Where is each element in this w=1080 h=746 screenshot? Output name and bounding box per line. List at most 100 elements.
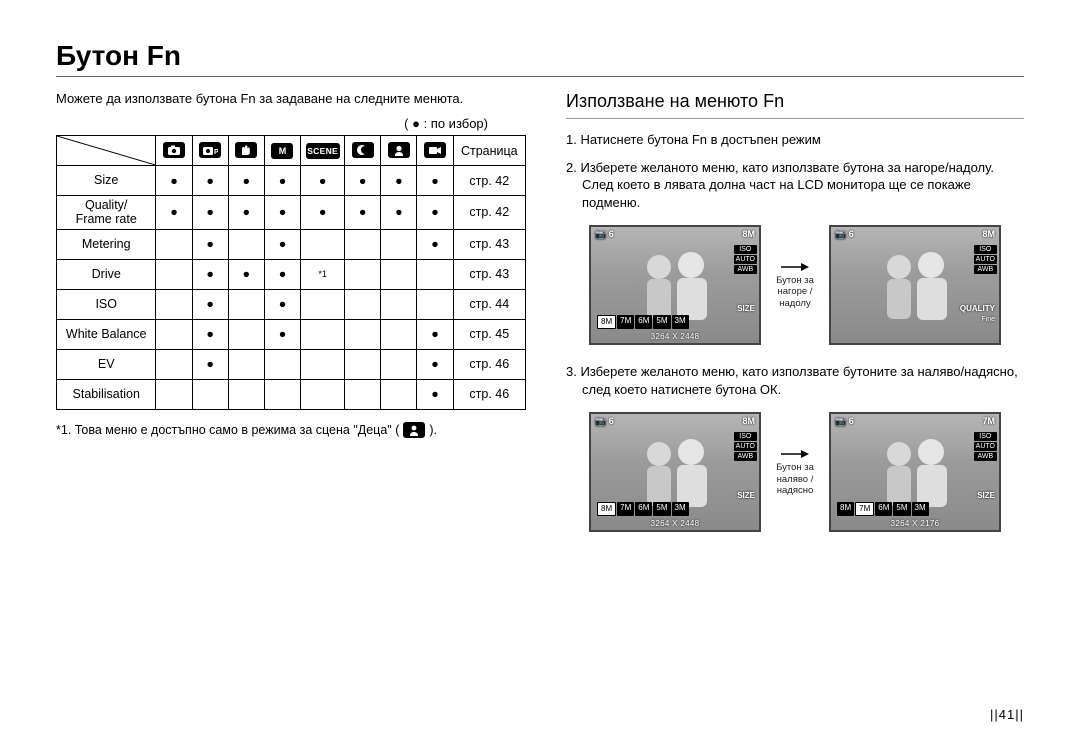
cell (301, 379, 345, 409)
arrow-2: Бутон за наляво / надясно (769, 448, 821, 496)
strip-badge: 8M (597, 315, 616, 329)
cell (417, 289, 453, 319)
resolution-label: 3264 X 2176 (831, 519, 999, 528)
cell: ● (264, 166, 300, 196)
row-label: Stabilisation (57, 379, 156, 409)
strip-badge: 6M (635, 315, 652, 329)
right-badges: ISOAUTOAWB (734, 245, 757, 274)
cell (264, 379, 300, 409)
cell: ● (264, 229, 300, 259)
cell: ● (156, 166, 192, 196)
page-ref: стр. 45 (453, 319, 525, 349)
page-ref: стр. 43 (453, 229, 525, 259)
size-strip: 8M7M6M5M3M (597, 315, 689, 329)
lcd-screen-2a: 📷 68M SIZE ISOAUTOAWB 8M7M6M5M3M 3264 X … (589, 412, 761, 532)
right-column: Използване на менюто Fn Натиснете бутона… (566, 91, 1024, 550)
cell (417, 259, 453, 289)
page-ref: стр. 46 (453, 379, 525, 409)
strip-badge: 5M (653, 502, 670, 516)
mode-portrait-icon (388, 142, 410, 158)
page-ref: стр. 46 (453, 349, 525, 379)
cell: ● (192, 349, 228, 379)
subheading: Използване на менюто Fn (566, 91, 1024, 112)
title-rule (56, 76, 1024, 77)
page-ref: стр. 43 (453, 259, 525, 289)
cell (381, 259, 417, 289)
strip-badge: 5M (893, 502, 910, 516)
quality-value: Fine (981, 316, 995, 323)
cell: ● (192, 259, 228, 289)
cell: ● (192, 229, 228, 259)
lcd-screen-1b: 📷 68M QUALITY Fine ISOAUTOAWB (829, 225, 1001, 345)
strip-badge: 8M (597, 502, 616, 516)
table-row: Quality/ Frame rate●●●●●●●●стр. 42 (57, 196, 526, 230)
cell: ● (417, 196, 453, 230)
footnote-after: ). (429, 423, 437, 437)
size-strip-2a: 8M7M6M5M3M (597, 502, 689, 516)
cell: ● (192, 196, 228, 230)
mode-auto-icon (163, 142, 185, 158)
cell (228, 319, 264, 349)
cell (345, 289, 381, 319)
mode-header-mode-manual: M (264, 136, 300, 166)
right-badges: ISOAUTOAWB (974, 432, 997, 461)
quality-label: QUALITY (960, 304, 995, 313)
arrow-1: Бутон за нагоре / надолу (769, 261, 821, 309)
right-badges: ISOAUTOAWB (974, 245, 997, 274)
cell: ● (417, 229, 453, 259)
strip-badge: 7M (855, 502, 874, 516)
mode-program-icon: P (199, 142, 221, 158)
mode-scene-icon: SCENE (306, 143, 340, 159)
size-label: SIZE (737, 304, 755, 313)
mode-header-mode-auto (156, 136, 192, 166)
page-number: ||41|| (990, 707, 1024, 722)
page-header: Страница (453, 136, 525, 166)
mode-header-mode-scene: SCENE (301, 136, 345, 166)
row-label: White Balance (57, 319, 156, 349)
mode-header-mode-dual-is (228, 136, 264, 166)
cell (345, 229, 381, 259)
lcd-badge: AWB (734, 265, 757, 274)
cell (345, 259, 381, 289)
screenshot-row-2: 📷 68M SIZE ISOAUTOAWB 8M7M6M5M3M 3264 X … (566, 412, 1024, 532)
mode-header-mode-portrait (381, 136, 417, 166)
sub-rule (566, 118, 1024, 119)
footnote-text: *1. Това меню е достъпно само в режима з… (56, 423, 399, 437)
row-label: ISO (57, 289, 156, 319)
strip-badge: 8M (837, 502, 854, 516)
cell (345, 319, 381, 349)
step-1: Натиснете бутона Fn в достъпен режим (566, 131, 1024, 149)
table-row: Size●●●●●●●●стр. 42 (57, 166, 526, 196)
steps-list: Натиснете бутона Fn в достъпен режим Изб… (566, 131, 1024, 211)
cell: ● (345, 196, 381, 230)
screenshot-row-1: 📷 68M SIZE ISOAUTOAWB 8M7M6M5M3M 3264 X … (566, 225, 1024, 345)
cell: ● (192, 289, 228, 319)
arrow-1-caption: Бутон за нагоре / надолу (769, 275, 821, 309)
resolution-label: 3264 X 2448 (591, 519, 759, 528)
mode-night-icon (352, 142, 374, 158)
cell (156, 379, 192, 409)
cell (156, 229, 192, 259)
strip-badge: 3M (672, 502, 689, 516)
page-ref: стр. 42 (453, 166, 525, 196)
row-label: Size (57, 166, 156, 196)
cell (301, 289, 345, 319)
strip-badge: 7M (617, 315, 634, 329)
corner-cell (57, 136, 156, 166)
photo-placeholder-icon (627, 245, 727, 323)
size-strip-2b: 8M7M6M5M3M (837, 502, 929, 516)
cell (228, 229, 264, 259)
cell: ● (301, 166, 345, 196)
lcd-badge: ISO (974, 245, 997, 254)
cell: ● (381, 166, 417, 196)
cell (345, 349, 381, 379)
cell: ● (417, 349, 453, 379)
cell (381, 379, 417, 409)
intro-text: Можете да използвате бутона Fn за задава… (56, 91, 526, 106)
table-body: Size●●●●●●●●стр. 42Quality/ Frame rate●●… (57, 166, 526, 410)
mode-dual-is-icon (235, 142, 257, 158)
cell: *1 (301, 259, 345, 289)
footnote: *1. Това меню е достъпно само в режима з… (56, 422, 526, 438)
mode-manual-icon: M (271, 143, 293, 159)
lcd-screen-2b: 📷 67M SIZE ISOAUTOAWB 8M7M6M5M3M 3264 X … (829, 412, 1001, 532)
